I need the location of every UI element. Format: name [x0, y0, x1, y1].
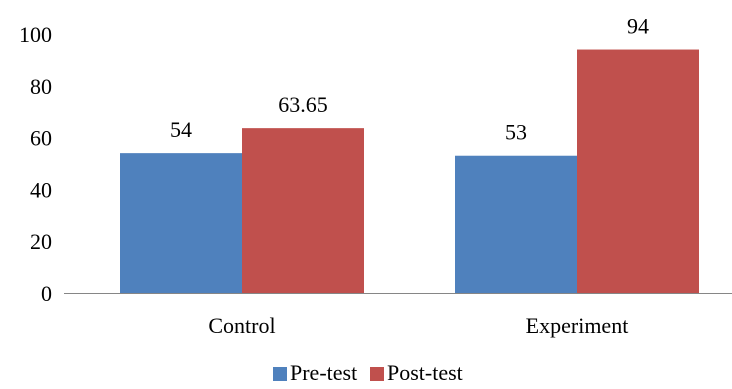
data-label: 53 [505, 120, 527, 145]
y-tick-label: 100 [19, 22, 52, 47]
bar-pre-test-experiment [455, 155, 577, 293]
y-tick-label: 20 [30, 229, 52, 254]
legend-swatch-pre-test [273, 367, 287, 381]
y-tick-label: 60 [30, 126, 52, 151]
y-tick-label: 80 [30, 74, 52, 99]
legend: Pre-test Post-test [273, 360, 463, 385]
data-labels: 54 63.65 53 94 [170, 14, 649, 145]
legend-swatch-post-test [370, 367, 384, 381]
y-tick-label: 0 [41, 281, 52, 306]
x-category-label: Control [208, 313, 275, 338]
y-axis-ticks: 0 20 40 60 80 100 [19, 22, 52, 306]
data-label: 94 [627, 14, 649, 39]
x-axis-categories: Control Experiment [208, 313, 628, 338]
bar-pre-test-control [120, 153, 242, 293]
legend-label: Pre-test [290, 360, 357, 385]
y-tick-label: 40 [30, 177, 52, 202]
bar-post-test-control [242, 128, 364, 293]
x-category-label: Experiment [526, 313, 629, 338]
legend-label: Post-test [387, 360, 463, 385]
data-label: 54 [170, 117, 192, 142]
bar-post-test-experiment [577, 49, 699, 293]
data-label: 63.65 [278, 92, 328, 117]
bars [120, 49, 699, 293]
